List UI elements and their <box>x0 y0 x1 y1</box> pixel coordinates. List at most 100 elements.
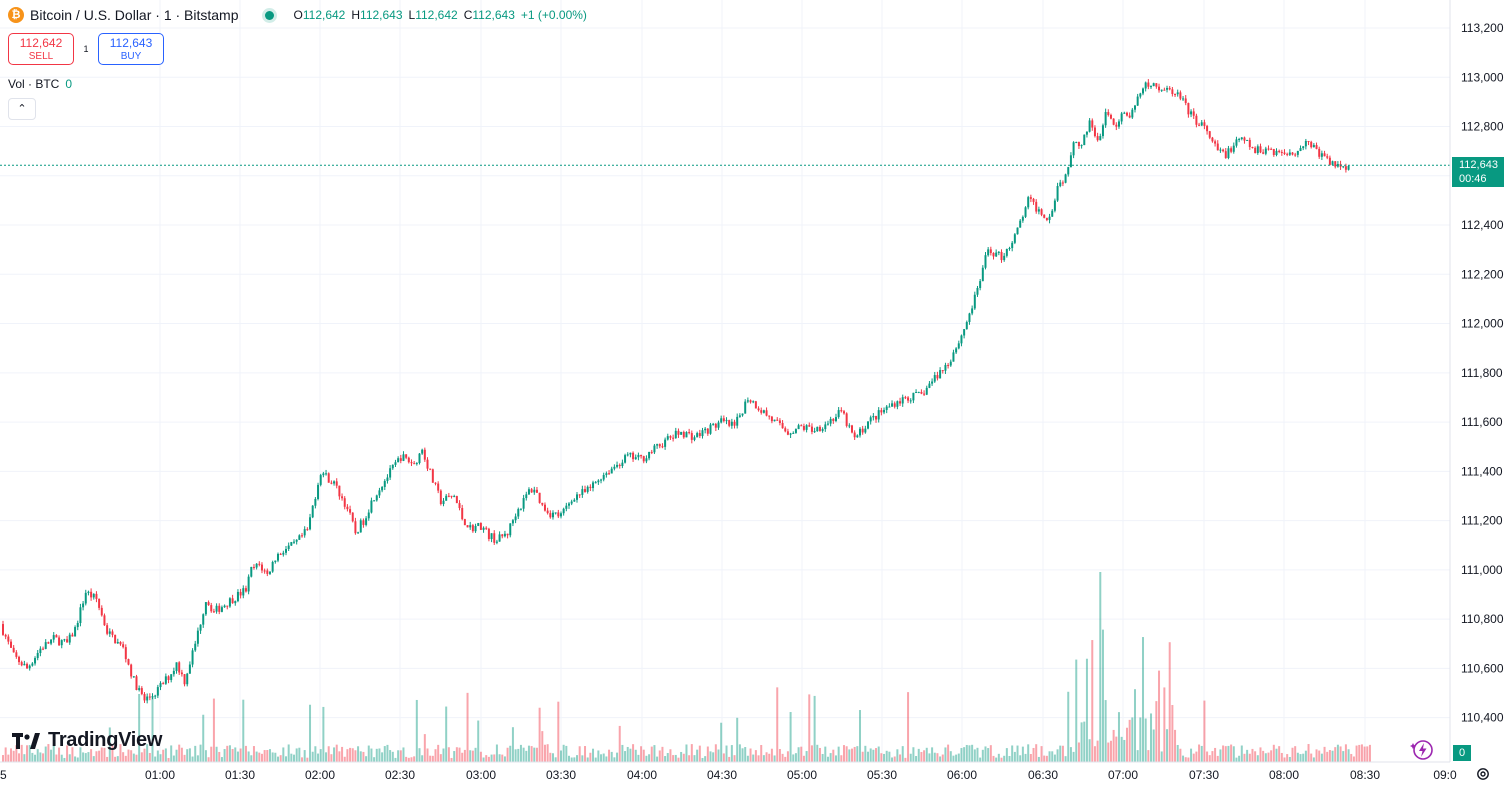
candle-body <box>928 383 931 388</box>
volume-bar <box>1080 722 1083 762</box>
candle-body <box>915 392 918 394</box>
volume-bar <box>276 756 279 762</box>
price-axis[interactable]: 110,400 110,600 110,800 111,000 111,200 111,4… <box>1449 0 1504 762</box>
volume-bar <box>1355 745 1358 762</box>
volume-bar <box>92 756 95 762</box>
volume-bar <box>834 755 837 762</box>
volume-bar <box>236 751 239 762</box>
volume-bar <box>1190 748 1193 762</box>
symbol-title[interactable]: Bitcoin / U.S. Dollar · 1 · Bitstamp <box>30 7 239 23</box>
candle-body <box>194 643 197 651</box>
volume-bar <box>1035 744 1038 762</box>
candle-body <box>746 400 749 402</box>
volume-bar <box>840 755 843 762</box>
tradingview-logo[interactable]: TradingView <box>12 729 162 752</box>
candle-body <box>955 348 958 353</box>
volume-bar <box>768 753 771 762</box>
volume-legend[interactable]: Vol · BTC 0 <box>8 77 72 91</box>
candle-body <box>1133 105 1136 110</box>
candle-body <box>778 420 781 423</box>
market-status-dot[interactable] <box>264 10 274 20</box>
volume-bar <box>1093 746 1096 762</box>
volume-bar <box>1064 756 1067 762</box>
volume-bar <box>1195 751 1198 762</box>
candle-body <box>1099 136 1102 141</box>
buy-label: BUY <box>120 51 142 62</box>
volume-bar <box>20 744 23 762</box>
volume-value: 0 <box>65 77 73 91</box>
candle-body <box>1347 165 1350 170</box>
volume-bar <box>960 748 963 762</box>
candle-body <box>1117 121 1120 127</box>
volume-bar <box>770 748 773 762</box>
volume-bar <box>1091 640 1094 762</box>
volume-bar <box>330 754 333 762</box>
volume-bar <box>1360 744 1363 762</box>
volume-bar <box>39 752 42 762</box>
candle-body <box>522 498 525 509</box>
candle-body <box>533 489 536 493</box>
volume-bar <box>210 746 213 762</box>
volume-bar <box>818 747 821 762</box>
time-axis[interactable]: 5 01:00 01:30 02:00 02:30 03:00 03:30 04:00 04:3… <box>0 761 1457 782</box>
candle-body <box>626 454 629 456</box>
volume-bar <box>928 753 931 762</box>
candle-body <box>351 512 354 522</box>
gear-icon[interactable] <box>1475 766 1491 782</box>
candle-body <box>34 658 37 664</box>
volume-bar <box>1163 687 1166 762</box>
candle-body <box>461 508 464 520</box>
candle-body <box>597 480 600 483</box>
volume-bar <box>543 744 546 762</box>
volume-bar <box>410 757 413 762</box>
candle-body <box>20 662 23 666</box>
candle-body <box>1286 153 1289 155</box>
candle-body <box>1152 83 1155 87</box>
candle-body <box>616 464 619 467</box>
volume-bar <box>963 747 966 762</box>
volume-bar <box>1008 755 1011 762</box>
volume-bar <box>463 749 466 762</box>
volume-bar <box>287 744 290 762</box>
collapse-legend-button[interactable]: ⌃ <box>8 98 36 120</box>
candle-body <box>455 496 458 504</box>
candle-body <box>186 673 189 685</box>
candle-body <box>1182 98 1185 100</box>
sell-button[interactable]: 112,642 SELL <box>8 33 74 65</box>
volume-bar <box>920 751 923 762</box>
candle-body <box>180 672 183 675</box>
chevron-up-icon: ⌃ <box>17 103 27 115</box>
volume-bar <box>746 755 749 762</box>
volume-bar <box>1069 747 1072 762</box>
volume-bar <box>501 754 504 762</box>
volume-bar <box>23 754 26 762</box>
volume-bar <box>776 687 779 762</box>
candle-body <box>474 525 477 532</box>
volume-bar <box>640 746 643 762</box>
volume-bar <box>570 757 573 762</box>
candle-body <box>709 424 712 434</box>
volume-bar <box>194 745 197 762</box>
volume-bar <box>325 752 328 762</box>
volume-bar <box>487 756 490 762</box>
candle-body <box>802 426 805 430</box>
candle-body <box>343 498 346 507</box>
candle-body <box>1272 149 1275 156</box>
volume-bar <box>658 750 661 762</box>
candle-body <box>1262 152 1265 154</box>
candle-body <box>1107 112 1110 115</box>
buy-button[interactable]: 112,643 BUY <box>98 33 164 65</box>
candle-body <box>394 462 397 465</box>
volume-bar <box>255 751 258 762</box>
volume-bar <box>1139 717 1142 762</box>
candle-body <box>303 529 306 536</box>
candle-body <box>100 607 103 616</box>
volume-bar <box>1310 753 1313 762</box>
price-tick-label: 110,600 <box>1461 661 1504 675</box>
lightning-icon[interactable] <box>1410 738 1434 762</box>
candle-body <box>842 411 845 414</box>
volume-bar <box>191 756 194 762</box>
candle-body <box>1254 147 1257 154</box>
volume-bar <box>957 753 960 762</box>
